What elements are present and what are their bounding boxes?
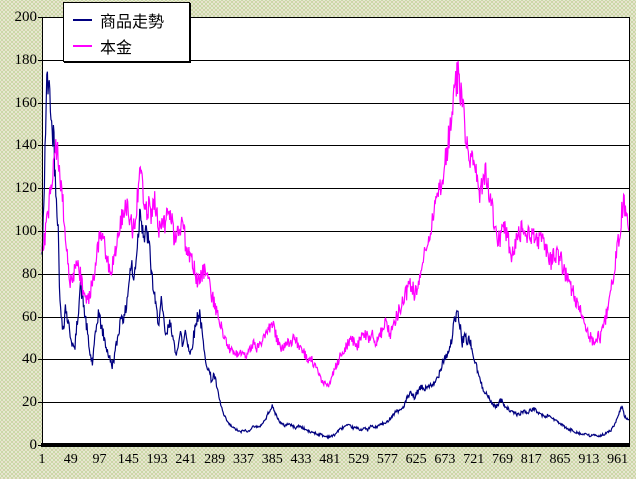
- series2-line-swatch: [73, 45, 92, 47]
- y-tick-label: 180: [14, 51, 38, 68]
- x-axis-line: [41, 443, 630, 447]
- x-tick-label: 337: [232, 452, 254, 467]
- y-tick-label: 20: [22, 394, 37, 411]
- x-tick-label: 241: [175, 452, 197, 467]
- x-tick-label: 289: [204, 452, 226, 467]
- x-tick-label: 385: [261, 452, 283, 467]
- legend-item-series1: 商品走勢: [73, 7, 189, 33]
- y-tick-label: 100: [14, 223, 38, 239]
- x-tick-label: 97: [92, 452, 107, 467]
- x-tick-label: 529: [348, 452, 370, 467]
- x-tick-label: 721: [463, 452, 485, 467]
- x-tick-label: 49: [63, 452, 78, 467]
- x-tick-label: 769: [491, 452, 513, 467]
- x-tick-label: 1: [38, 452, 46, 467]
- legend: 商品走勢 本金: [63, 2, 190, 62]
- x-tick-label: 145: [117, 452, 139, 467]
- x-tick-label: 481: [319, 452, 341, 467]
- y-tick-label: 120: [14, 180, 38, 197]
- series-line-2: [41, 60, 630, 388]
- x-tick-label: 865: [549, 452, 571, 467]
- legend-label-series2: 本金: [100, 40, 133, 57]
- x-tick-label: 433: [290, 452, 312, 467]
- legend-item-series2: 本金: [73, 33, 189, 59]
- x-tick-label: 817: [520, 452, 542, 467]
- legend-label-series1: 商品走勢: [100, 14, 165, 31]
- x-tick-label: 961: [607, 452, 629, 467]
- x-tick-label: 913: [578, 452, 600, 467]
- x-tick-label: 577: [376, 452, 398, 467]
- y-tick-label: 200: [14, 9, 38, 25]
- x-tick-label: 193: [146, 452, 168, 467]
- y-tick-label: 80: [22, 265, 37, 282]
- x-tick-label: 625: [405, 452, 427, 467]
- y-tick-label: 160: [14, 94, 38, 111]
- y-tick-label: 0: [29, 437, 38, 453]
- y-tick-label: 140: [14, 137, 38, 154]
- series1-line-swatch: [73, 19, 92, 21]
- series-line-1: [41, 71, 630, 440]
- y-tick-label: 60: [22, 308, 37, 325]
- x-tick-label: 673: [434, 452, 456, 467]
- y-tick-label: 40: [22, 351, 37, 368]
